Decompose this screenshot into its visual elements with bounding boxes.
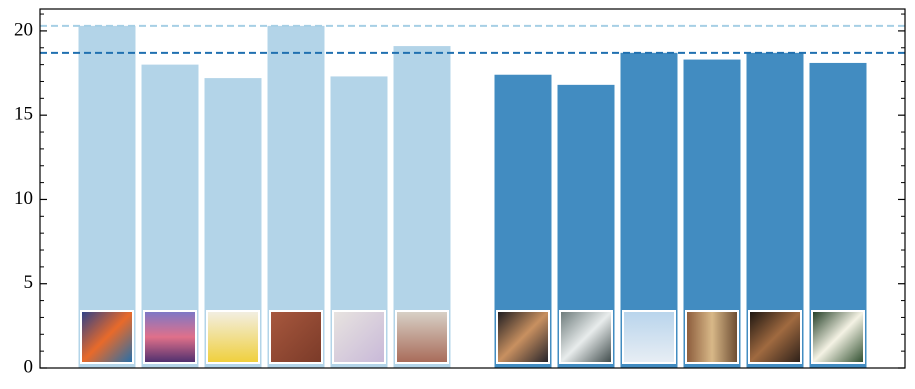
thumbnail <box>559 310 613 364</box>
y-tick-label: 5 <box>24 272 34 293</box>
thumbnail <box>496 310 550 364</box>
thumbnail <box>269 310 323 364</box>
y-tick-label: 15 <box>14 104 33 125</box>
thumbnail <box>143 310 197 364</box>
thumbnail <box>206 310 260 364</box>
thumbnail <box>80 310 134 364</box>
thumbnail <box>332 310 386 364</box>
thumbnail <box>622 310 676 364</box>
y-tick-label: 0 <box>24 356 34 377</box>
plot-frame <box>39 8 906 369</box>
thumbnail <box>685 310 739 364</box>
thumbnail <box>748 310 802 364</box>
y-tick-label: 10 <box>14 188 33 209</box>
thumbnail <box>395 310 449 364</box>
y-tick-label: 20 <box>14 19 33 40</box>
thumbnail <box>811 310 865 364</box>
